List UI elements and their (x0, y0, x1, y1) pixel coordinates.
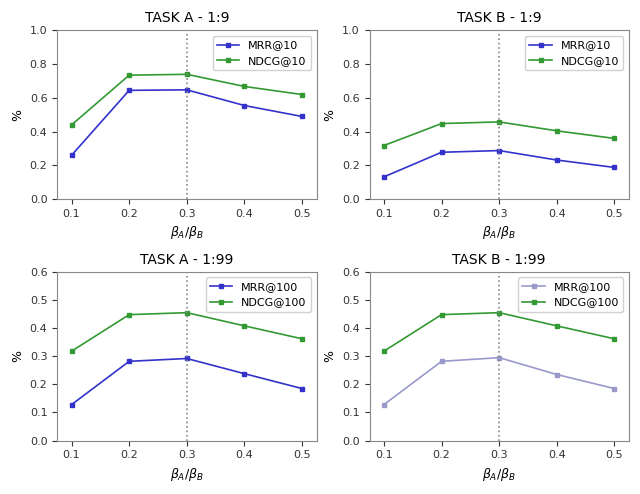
NDCG@100 (495, 310, 503, 316)
Legend: MRR@10, NDCG@10: MRR@10, NDCG@10 (212, 36, 311, 71)
MRR@10 (380, 174, 388, 180)
MRR@100 (495, 355, 503, 361)
NDCG@100 (183, 310, 191, 316)
NDCG@10 (438, 121, 445, 126)
X-axis label: $\beta_A/\beta_B$: $\beta_A/\beta_B$ (482, 466, 516, 483)
Line: MRR@100: MRR@100 (382, 356, 616, 407)
Y-axis label: %: % (11, 109, 24, 121)
NDCG@10 (298, 91, 306, 97)
NDCG@10 (241, 83, 248, 89)
MRR@100 (438, 358, 445, 364)
MRR@100 (380, 402, 388, 408)
NDCG@10 (125, 72, 133, 78)
NDCG@10 (611, 135, 618, 141)
X-axis label: $\beta_A/\beta_B$: $\beta_A/\beta_B$ (170, 224, 204, 242)
Line: NDCG@100: NDCG@100 (382, 311, 616, 353)
MRR@10 (68, 152, 76, 158)
Title: TASK B - 1:9: TASK B - 1:9 (457, 11, 541, 25)
NDCG@100 (241, 323, 248, 329)
Legend: MRR@10, NDCG@10: MRR@10, NDCG@10 (525, 36, 623, 71)
Title: TASK A - 1:9: TASK A - 1:9 (145, 11, 229, 25)
MRR@10 (125, 87, 133, 93)
MRR@10 (438, 149, 445, 155)
NDCG@10 (380, 143, 388, 149)
Y-axis label: %: % (323, 109, 337, 121)
NDCG@100 (125, 312, 133, 318)
MRR@100 (611, 386, 618, 392)
MRR@100 (183, 356, 191, 362)
NDCG@100 (438, 312, 445, 318)
MRR@10 (298, 114, 306, 120)
NDCG@100 (380, 348, 388, 354)
Line: NDCG@10: NDCG@10 (382, 120, 616, 148)
MRR@10 (553, 157, 561, 163)
MRR@100 (68, 402, 76, 408)
MRR@100 (125, 358, 133, 364)
Line: NDCG@100: NDCG@100 (70, 311, 304, 353)
NDCG@100 (298, 336, 306, 342)
MRR@10 (241, 103, 248, 109)
Title: TASK B - 1:99: TASK B - 1:99 (452, 252, 546, 267)
Y-axis label: %: % (11, 350, 24, 362)
MRR@100 (298, 386, 306, 392)
Line: NDCG@10: NDCG@10 (70, 72, 304, 127)
X-axis label: $\beta_A/\beta_B$: $\beta_A/\beta_B$ (170, 466, 204, 483)
NDCG@100 (68, 348, 76, 354)
Line: MRR@10: MRR@10 (382, 149, 616, 179)
MRR@10 (183, 87, 191, 93)
NDCG@10 (68, 122, 76, 128)
NDCG@10 (553, 128, 561, 134)
NDCG@100 (553, 323, 561, 329)
Legend: MRR@100, NDCG@100: MRR@100, NDCG@100 (518, 278, 623, 312)
Y-axis label: %: % (323, 350, 337, 362)
X-axis label: $\beta_A/\beta_B$: $\beta_A/\beta_B$ (482, 224, 516, 242)
NDCG@100 (611, 336, 618, 342)
Line: MRR@100: MRR@100 (70, 356, 304, 407)
Line: MRR@10: MRR@10 (70, 88, 304, 158)
MRR@100 (553, 371, 561, 377)
MRR@100 (241, 370, 248, 376)
MRR@10 (495, 148, 503, 154)
NDCG@10 (495, 119, 503, 125)
Title: TASK A - 1:99: TASK A - 1:99 (140, 252, 234, 267)
Legend: MRR@100, NDCG@100: MRR@100, NDCG@100 (205, 278, 311, 312)
MRR@10 (611, 165, 618, 170)
NDCG@10 (183, 71, 191, 77)
